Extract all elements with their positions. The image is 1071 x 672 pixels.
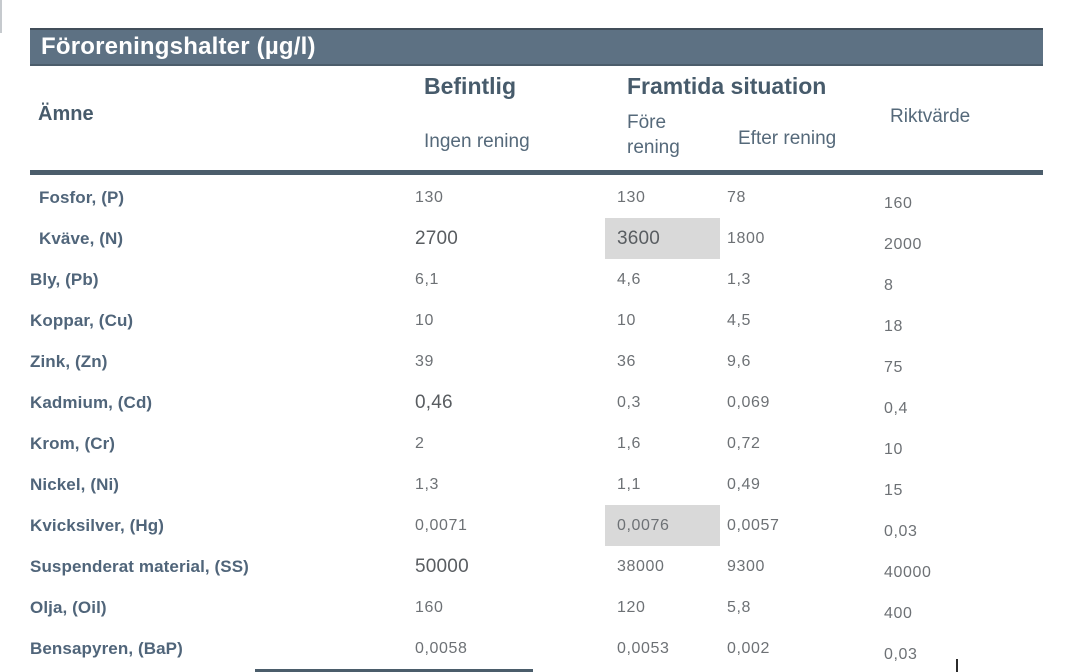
table-row: Bensapyren, (BaP) 0,0058 0,0053 0,002 0,03	[0, 628, 1071, 669]
value-efter-rening: 1,3	[727, 271, 752, 288]
value-riktvarde: 15	[884, 482, 903, 499]
value-ingen-rening: 1,3	[415, 476, 440, 493]
substance-label: Suspenderat material, (SS)	[30, 557, 249, 576]
column-group-framtida: Framtida situation	[627, 73, 827, 99]
value-riktvarde: 0,4	[884, 400, 909, 417]
substance-label: Kväve, (N)	[39, 229, 124, 248]
text-cursor-mark	[956, 659, 958, 672]
value-ingen-rening: 160	[415, 599, 444, 616]
value-fore-rening: 120	[617, 599, 646, 616]
table-row: Kväve, (N) 2700 3600 1800 2000	[0, 218, 1071, 259]
value-efter-rening: 0,0057	[727, 517, 780, 534]
value-efter-rening: 0,002	[727, 640, 771, 657]
value-riktvarde: 160	[884, 195, 913, 212]
value-efter-rening: 9,6	[727, 353, 752, 370]
value-ingen-rening: 6,1	[415, 271, 440, 288]
substance-label: Bensapyren, (BaP)	[30, 639, 183, 658]
table-row: Nickel, (Ni) 1,3 1,1 0,49 15	[0, 464, 1071, 505]
substance-label: Kadmium, (Cd)	[30, 393, 153, 412]
substance-label: Krom, (Cr)	[30, 434, 116, 453]
table-row: Zink, (Zn) 39 36 9,6 75	[0, 341, 1071, 382]
value-efter-rening: 0,49	[727, 476, 761, 493]
value-fore-rening: 38000	[617, 558, 665, 575]
value-ingen-rening: 2700	[415, 228, 459, 249]
substance-label: Fosfor, (P)	[39, 188, 125, 207]
value-fore-rening: 3600	[605, 218, 720, 259]
value-fore-rening: 0,3	[617, 394, 642, 411]
value-ingen-rening: 10	[415, 312, 434, 329]
value-efter-rening: 5,8	[727, 599, 752, 616]
column-header-efter-rening: Efter rening	[738, 128, 837, 149]
value-ingen-rening: 0,0071	[415, 517, 468, 534]
table-title-banner: Föroreningshalter (µg/l)	[30, 28, 1043, 66]
value-riktvarde: 75	[884, 359, 903, 376]
value-riktvarde: 0,03	[884, 646, 918, 663]
column-header-fore-rening: Före rening	[627, 112, 680, 158]
column-header-amne: Ämne	[38, 103, 94, 125]
value-riktvarde: 0,03	[884, 523, 918, 540]
value-ingen-rening: 130	[415, 189, 444, 206]
value-efter-rening: 0,069	[727, 394, 771, 411]
value-fore-rening: 0,0053	[617, 640, 670, 657]
value-fore-rening: 4,6	[617, 271, 642, 288]
substance-label: Kvicksilver, (Hg)	[30, 516, 164, 535]
substance-label: Olja, (Oil)	[30, 598, 107, 617]
value-ingen-rening: 0,46	[415, 392, 453, 413]
table-row: Kvicksilver, (Hg) 0,0071 0,0076 0,0057 0,03	[0, 505, 1071, 546]
table-row: Olja, (Oil) 160 120 5,8 400	[0, 587, 1071, 628]
value-ingen-rening: 39	[415, 353, 434, 370]
header-divider-rule	[30, 170, 1043, 175]
column-group-befintlig: Befintlig	[424, 73, 516, 99]
table-row: Kadmium, (Cd) 0,46 0,3 0,069 0,4	[0, 382, 1071, 423]
value-fore-rening: 130	[617, 189, 646, 206]
table-row: Krom, (Cr) 2 1,6 0,72 10	[0, 423, 1071, 464]
substance-label: Zink, (Zn)	[30, 352, 108, 371]
value-riktvarde: 18	[884, 318, 903, 335]
value-efter-rening: 1800	[727, 230, 765, 247]
value-fore-rening: 1,1	[617, 476, 642, 493]
value-ingen-rening: 0,0058	[415, 640, 468, 657]
bottom-table-border	[255, 669, 533, 672]
substance-label: Bly, (Pb)	[30, 270, 99, 289]
column-header-riktvarde: Riktvärde	[890, 106, 971, 127]
table-row: Koppar, (Cu) 10 10 4,5 18	[0, 300, 1071, 341]
substance-label: Nickel, (Ni)	[30, 475, 120, 494]
table-row: Fosfor, (P) 130 130 78 160	[0, 177, 1071, 218]
value-riktvarde: 10	[884, 441, 903, 458]
table-row: Suspenderat material, (SS) 50000 38000 9300…	[0, 546, 1071, 587]
value-fore-rening: 1,6	[617, 435, 642, 452]
column-header-ingen-rening: Ingen rening	[424, 131, 530, 152]
value-ingen-rening: 2	[415, 435, 425, 452]
substance-label: Koppar, (Cu)	[30, 311, 134, 330]
value-fore-rening: 0,0076	[605, 505, 720, 546]
value-riktvarde: 40000	[884, 564, 932, 581]
value-efter-rening: 4,5	[727, 312, 752, 329]
value-efter-rening: 0,72	[727, 435, 761, 452]
scan-edge-mark	[0, 0, 2, 33]
value-riktvarde: 2000	[884, 236, 922, 253]
value-efter-rening: 78	[727, 189, 746, 206]
table-row: Bly, (Pb) 6,1 4,6 1,3 8	[0, 259, 1071, 300]
value-ingen-rening: 50000	[415, 556, 469, 577]
value-riktvarde: 8	[884, 277, 894, 294]
value-efter-rening: 9300	[727, 558, 765, 575]
table-title: Föroreningshalter (µg/l)	[41, 33, 316, 60]
value-fore-rening: 36	[617, 353, 636, 370]
value-fore-rening: 10	[617, 312, 636, 329]
value-riktvarde: 400	[884, 605, 913, 622]
